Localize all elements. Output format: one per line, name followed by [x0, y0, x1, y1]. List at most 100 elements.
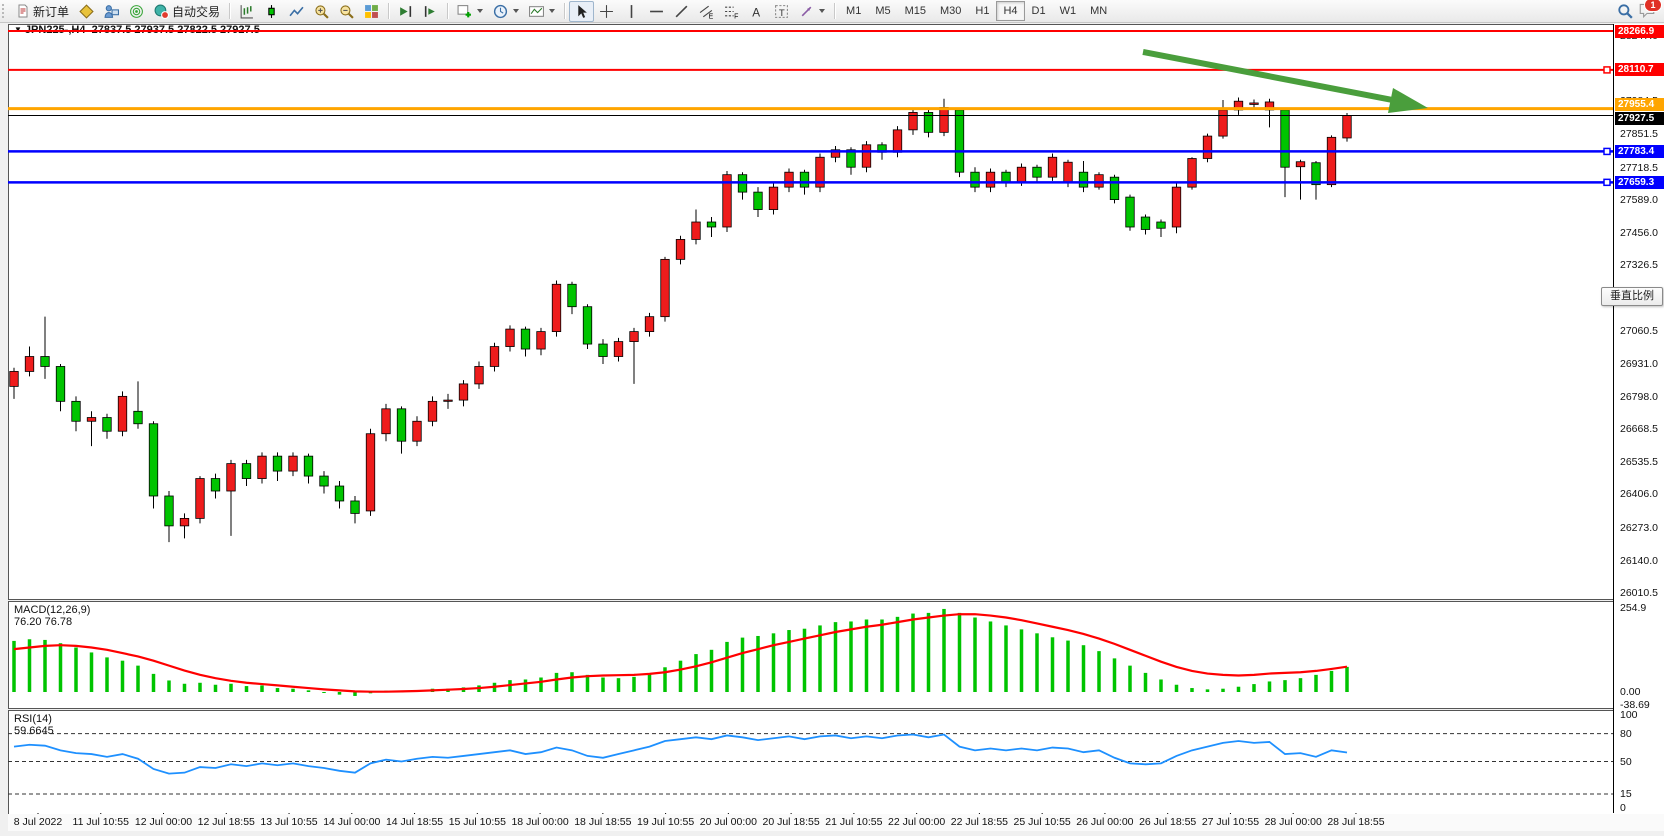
time-axis-label: 26 Jul 18:55 [1139, 816, 1197, 828]
timeframe-w1-button[interactable]: W1 [1059, 5, 1077, 17]
price-tick-label: 27718.5 [1620, 161, 1658, 174]
time-axis-label: 20 Jul 00:00 [699, 816, 757, 828]
vertical-line-icon [630, 4, 633, 18]
text-tool-button[interactable]: A [744, 1, 769, 22]
rsi-axis-label: 15 [1620, 788, 1632, 801]
timeframe-mn-button[interactable]: MN [1090, 5, 1108, 17]
bar-chart-button[interactable] [234, 1, 259, 22]
text-a-icon: A [752, 6, 760, 19]
timeframe-m30-button[interactable]: M30 [940, 5, 962, 17]
price-line-badge: 28110.7 [1615, 63, 1664, 77]
autotrading-icon [154, 4, 170, 19]
time-axis-label: 22 Jul 00:00 [888, 816, 946, 828]
svg-text:F: F [734, 13, 738, 19]
new-order-button[interactable]: 新订单 [11, 1, 74, 22]
time-axis-label: 12 Jul 00:00 [134, 816, 193, 828]
vertical-line-tool-button[interactable] [619, 1, 644, 22]
search-button[interactable] [1612, 1, 1638, 22]
price-axis[interactable]: 28247.027984.527851.527718.527589.027456… [1614, 24, 1664, 814]
trendline-icon [675, 5, 688, 17]
time-axis-label: 15 Jul 10:55 [448, 816, 506, 828]
candlestick-chart-icon [268, 4, 275, 18]
new-chart-button[interactable] [452, 1, 488, 22]
candlestick-chart-button[interactable] [259, 1, 284, 22]
line-chart-icon [289, 6, 304, 16]
price-tick-label: 27060.5 [1620, 325, 1658, 338]
chat-button[interactable]: 1 [1638, 0, 1662, 21]
time-axis-label: 28 Jul 18:55 [1327, 816, 1385, 828]
metaeditor-button[interactable] [74, 1, 99, 22]
price-line-badge: 27783.4 [1615, 144, 1664, 158]
price-tick-label: 26406.0 [1620, 488, 1658, 501]
time-axis-label: 13 Jul 10:55 [260, 816, 318, 828]
time-axis-label: 27 Jul 10:55 [1201, 816, 1260, 828]
price-tick-label: 27589.0 [1620, 193, 1658, 206]
time-axis-label: 20 Jul 18:55 [762, 816, 820, 828]
zoom-in-icon [315, 4, 329, 19]
time-axis[interactable]: 8 Jul 2022 11 Jul 10:55 12 Jul 00:00 12 Jul… [8, 814, 1664, 831]
text-label-tool-button[interactable]: T [769, 1, 794, 22]
rsi-indicator-panel[interactable] [8, 710, 1615, 815]
time-axis-label: 21 Jul 10:55 [825, 816, 883, 828]
rsi-axis-label: 100 [1620, 709, 1638, 721]
symbol-name: JPN225-,H4 [24, 24, 86, 36]
tile-windows-button[interactable] [359, 1, 384, 22]
time-axis-label: 11 Jul 10:55 [72, 816, 129, 828]
timeframe-m15-button[interactable]: M15 [904, 5, 926, 17]
autotrading-button[interactable]: 自动交易 [149, 1, 225, 22]
macd-indicator-label: MACD(12,26,9) 76.20 76.78 [14, 604, 91, 628]
time-axis-label: 18 Jul 00:00 [511, 816, 569, 828]
person-monitor-icon [104, 4, 120, 18]
toolbar-drag-handle[interactable] [2, 4, 9, 18]
auto-scroll-button[interactable] [393, 1, 418, 22]
timeframe-d1-button[interactable]: D1 [1031, 5, 1046, 17]
dropdown-caret-icon [513, 9, 520, 13]
horizontal-line-tool-button[interactable] [644, 1, 669, 22]
fibonacci-tool-button[interactable]: F [719, 1, 744, 22]
svg-text:E: E [709, 13, 714, 19]
timeframe-h4-button[interactable]: H4 [996, 1, 1025, 21]
chart-shift-button[interactable] [418, 1, 443, 22]
timeframe-h1-button[interactable]: H1 [975, 5, 990, 17]
cursor-icon [578, 4, 587, 18]
market-watch-button[interactable] [99, 1, 124, 22]
zoom-in-button[interactable] [309, 1, 334, 22]
equidistant-channel-icon: E [699, 5, 714, 19]
radar-signal-icon [130, 4, 143, 18]
trendline-tool-button[interactable] [669, 1, 694, 22]
dropdown-caret-icon [549, 9, 556, 13]
time-axis-label: 26 Jul 00:00 [1076, 816, 1134, 828]
horizontal-line-icon [650, 10, 663, 12]
time-axis-label: 28 Jul 00:00 [1264, 816, 1322, 828]
signals-button[interactable] [124, 1, 149, 22]
zoom-out-button[interactable] [334, 1, 359, 22]
price-tick-label: 26931.0 [1620, 357, 1658, 370]
new-chart-icon [457, 4, 471, 17]
timeframe-m1-button[interactable]: M1 [846, 5, 862, 17]
ohlc-values: 27837.5 27937.5 27822.5 27927.5 [91, 24, 260, 36]
crosshair-tool-button[interactable] [594, 1, 619, 22]
time-axis-label: 14 Jul 00:00 [323, 816, 381, 828]
toolbar-separator [229, 3, 231, 19]
arrows-tool-button[interactable] [794, 1, 830, 22]
zoom-out-icon [340, 4, 354, 19]
periods-button[interactable] [488, 1, 524, 22]
rsi-indicator-label: RSI(14) 59.6645 [14, 713, 54, 737]
main-toolbar: 新订单 自动交易 [0, 0, 1664, 23]
notification-badge: 1 [1644, 0, 1662, 12]
cursor-tool-button[interactable] [569, 0, 595, 22]
bar-chart-icon [240, 4, 253, 18]
new-order-icon [18, 4, 28, 18]
main-chart-panel[interactable] [8, 24, 1615, 600]
price-tick-label: 26140.0 [1620, 554, 1658, 567]
line-chart-button[interactable] [284, 1, 309, 22]
equidistant-channel-tool-button[interactable]: E [694, 1, 719, 22]
macd-indicator-panel[interactable] [8, 601, 1615, 709]
time-axis-label: 14 Jul 18:55 [385, 816, 444, 828]
tile-windows-icon [365, 4, 378, 18]
timeframe-m5-button[interactable]: M5 [875, 5, 891, 17]
templates-button[interactable] [524, 1, 560, 22]
fibonacci-icon: F [725, 6, 738, 19]
auto-scroll-icon [400, 5, 412, 17]
